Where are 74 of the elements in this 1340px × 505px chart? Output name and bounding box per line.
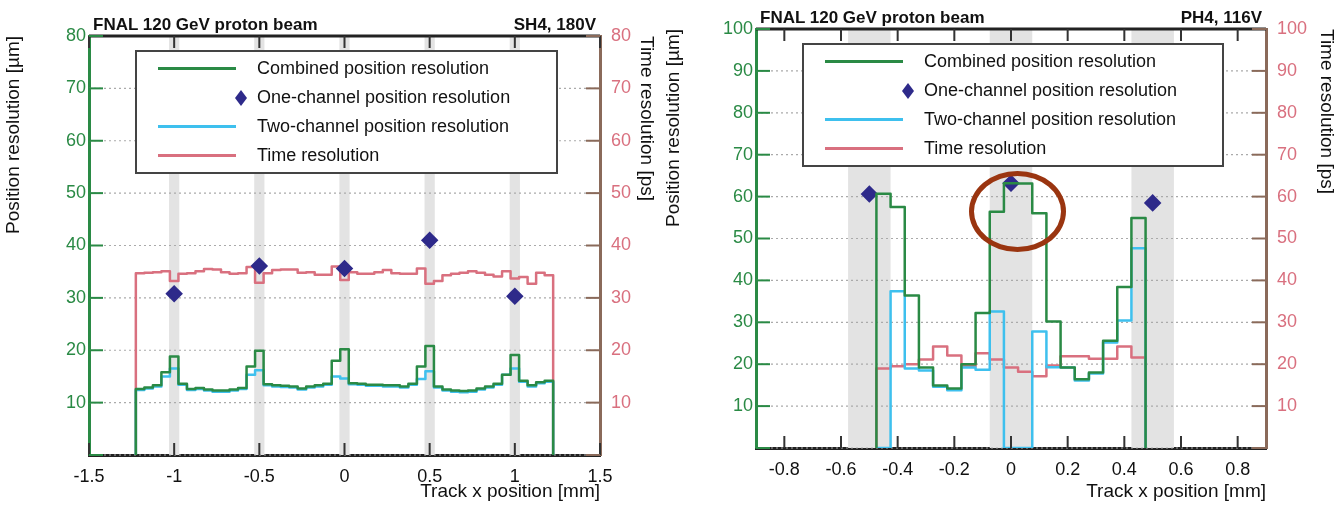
x-axis-title: Track x position [mm] [1086,479,1266,501]
y2-tick-label: 70 [1277,143,1298,164]
legend-label: Two-channel position resolution [923,109,1177,130]
y-tick-label: 80 [65,24,86,45]
chart-title: FNAL 120 GeV proton beam [760,8,985,28]
x-tick-label: -0.6 [825,458,857,479]
point [506,288,524,305]
y-tick-label: 30 [65,286,86,307]
chart-subtitle: PH4, 116V [1180,8,1263,28]
y-axis-title: Position resolution [µm] [661,29,683,227]
y2-tick-label: 20 [1277,353,1298,374]
x-tick-label: 0.6 [1168,458,1194,479]
y2-tick-label: 30 [1277,311,1298,332]
y2-tick-label: 40 [611,234,632,255]
x-tick-label: 0 [1005,458,1017,479]
y2-tick-label: 70 [611,77,632,98]
y2-axis-title: Time resolution [ps] [1317,29,1339,195]
legend-label: One-channel position resolution [256,87,511,108]
y-axis-title: Position resolution [µm] [1,36,23,234]
x-tick-label: -0.4 [882,458,914,479]
y-tick-label: 20 [65,339,86,360]
y2-tick-label: 10 [1277,395,1298,416]
x-tick-label: -0.2 [938,458,970,479]
point [1144,194,1161,212]
y-tick-label: 80 [732,101,753,122]
y2-tick-label: 40 [1277,269,1298,290]
y-tick-label: 20 [732,353,753,374]
point [336,260,353,277]
x-tick-label: 0.2 [1055,458,1081,479]
y-tick-label: 90 [732,59,753,80]
y2-tick-label: 50 [1277,227,1298,248]
y2-tick-label: 50 [611,182,632,203]
y-tick-label: 100 [722,17,753,38]
y2-axis-title: Time resolution [ps] [637,36,659,202]
point [165,285,183,302]
y-tick-label: 70 [732,143,753,164]
legend-label: Combined position resolution [256,58,490,79]
x-tick-label: 0 [339,465,350,486]
x-tick-label: -0.8 [768,458,800,479]
y2-tick-label: 80 [611,24,632,45]
y2-tick-label: 10 [611,391,632,412]
y2-tick-label: 20 [611,339,632,360]
y2-tick-label: 100 [1277,17,1308,38]
y-tick-label: 40 [732,269,753,290]
y-tick-label: 10 [65,391,86,412]
y2-tick-label: 90 [1277,59,1298,80]
y-tick-label: 60 [65,129,86,150]
legend-label: Time resolution [256,145,380,166]
y-tick-label: 50 [732,227,753,248]
point [861,185,878,203]
y-tick-label: 50 [65,182,86,203]
x-tick-label: -1 [166,465,183,486]
y2-tick-label: 80 [1277,101,1298,122]
legend-label: Two-channel position resolution [256,116,510,137]
x-tick-label: -1.5 [73,465,105,486]
y2-tick-label: 30 [611,286,632,307]
y2-tick-label: 60 [611,129,632,150]
y-tick-label: 70 [65,77,86,98]
x-tick-label: -0.5 [243,465,275,486]
x-tick-label: 1 [509,465,520,486]
legend-label: One-channel position resolution [923,80,1178,101]
x-tick-label: 0.4 [1111,458,1137,479]
legend-label: Combined position resolution [923,51,1157,72]
point [251,257,268,275]
y2-tick-label: 60 [1277,185,1298,206]
y-tick-label: 60 [732,185,753,206]
y-tick-label: 10 [732,395,753,416]
chart-subtitle: SH4, 180V [513,15,597,35]
chart-title: FNAL 120 GeV proton beam [93,15,318,35]
x-tick-label: 0.8 [1225,458,1251,479]
y-tick-label: 30 [732,311,753,332]
y-tick-label: 40 [65,234,86,255]
point [421,232,438,249]
legend-label: Time resolution [923,138,1047,159]
